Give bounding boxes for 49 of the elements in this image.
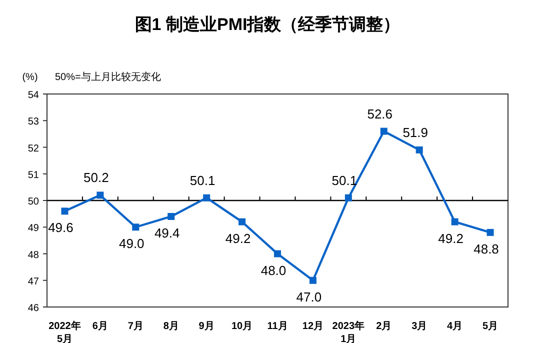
y-tick-label: 53 bbox=[28, 116, 40, 128]
data-label: 51.9 bbox=[402, 124, 428, 140]
chart-title: 图1 制造业PMI指数（经季节调整） bbox=[134, 15, 400, 34]
data-label: 50.1 bbox=[190, 172, 216, 188]
data-label: 50.1 bbox=[332, 172, 358, 188]
y-tick-label: 51 bbox=[28, 170, 40, 181]
y-tick-label: 46 bbox=[28, 303, 40, 314]
y-axis-title: (%) bbox=[22, 72, 38, 83]
point bbox=[203, 194, 210, 202]
data-label: 47.0 bbox=[296, 289, 322, 304]
point bbox=[344, 194, 352, 202]
y-tick-label: 52 bbox=[28, 143, 40, 154]
point bbox=[274, 250, 281, 258]
point bbox=[416, 146, 423, 154]
data-label: 48.8 bbox=[474, 241, 499, 256]
x-tick-label: 7月 bbox=[128, 321, 144, 332]
data-label: 49.2 bbox=[225, 230, 251, 246]
data-label: 49.4 bbox=[154, 225, 180, 240]
x-tick-label: 11月 bbox=[267, 321, 288, 332]
y-tick-label: 47 bbox=[28, 276, 40, 288]
data-label: 50.2 bbox=[84, 170, 109, 186]
data-label: 49.2 bbox=[438, 230, 464, 246]
data-label: 52.6 bbox=[367, 106, 393, 122]
y-tick-label: 48 bbox=[28, 250, 40, 261]
point bbox=[309, 276, 316, 284]
point bbox=[486, 228, 494, 236]
point bbox=[96, 192, 104, 199]
x-tick-label: 2月 bbox=[376, 321, 392, 332]
point bbox=[380, 128, 388, 135]
point bbox=[132, 224, 140, 231]
point bbox=[168, 212, 175, 220]
x-tick-label: 6月 bbox=[92, 321, 108, 332]
x-tick-label: 8月 bbox=[163, 321, 179, 332]
y-tick-label: 50 bbox=[28, 196, 40, 208]
x-tick-label: 9月 bbox=[198, 321, 214, 332]
x-tick-label: 10月 bbox=[231, 321, 253, 332]
point bbox=[238, 218, 246, 226]
x-tick-label: 12月 bbox=[302, 321, 324, 332]
data-label: 49.0 bbox=[119, 236, 144, 252]
text: 50%=与上月比较无变化 bbox=[55, 71, 161, 83]
point bbox=[61, 208, 68, 215]
y-tick-label: 49 bbox=[28, 223, 40, 234]
x-tick-label: 3月 bbox=[412, 321, 428, 332]
point bbox=[451, 218, 458, 226]
x-tick-label: 4月 bbox=[447, 321, 463, 332]
x-tick-label: 5月 bbox=[482, 321, 498, 332]
data-label: 48.0 bbox=[260, 262, 286, 278]
y-tick-label: 54 bbox=[28, 90, 40, 101]
data-label: 49.6 bbox=[48, 220, 74, 236]
